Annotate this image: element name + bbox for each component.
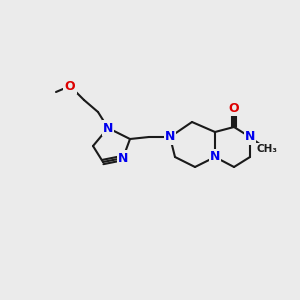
- Text: N: N: [165, 130, 175, 143]
- Text: O: O: [65, 80, 75, 92]
- Text: O: O: [229, 101, 239, 115]
- Text: CH₃: CH₃: [256, 144, 278, 154]
- Text: N: N: [210, 151, 220, 164]
- Text: N: N: [245, 130, 255, 143]
- Text: N: N: [103, 122, 113, 134]
- Text: N: N: [118, 152, 128, 164]
